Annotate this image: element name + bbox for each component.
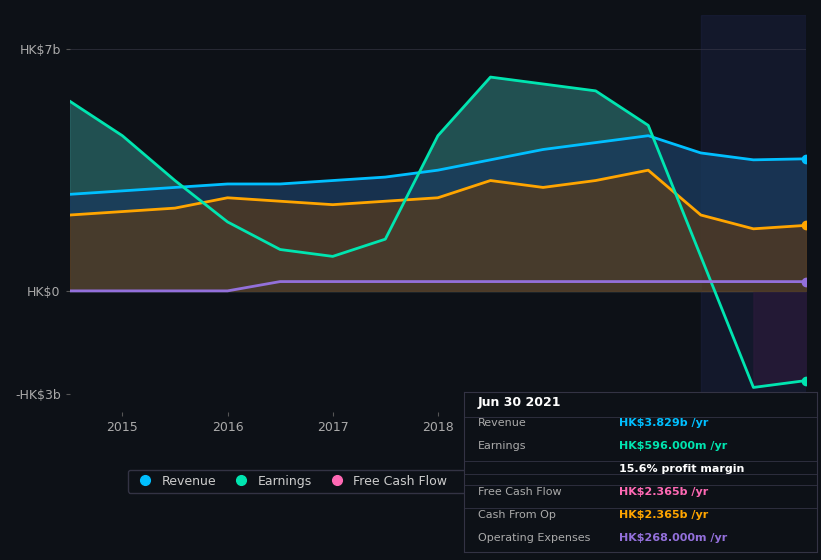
Text: HK$596.000m /yr: HK$596.000m /yr — [619, 441, 727, 451]
Text: Jun 30 2021: Jun 30 2021 — [478, 396, 562, 409]
Text: 15.6% profit margin: 15.6% profit margin — [619, 464, 745, 474]
Text: HK$2.365b /yr: HK$2.365b /yr — [619, 510, 709, 520]
Text: Cash From Op: Cash From Op — [478, 510, 556, 520]
Text: Free Cash Flow: Free Cash Flow — [478, 487, 562, 497]
Text: HK$268.000m /yr: HK$268.000m /yr — [619, 533, 727, 543]
Bar — [701, 15, 806, 412]
Text: Operating Expenses: Operating Expenses — [478, 533, 590, 543]
Text: Revenue: Revenue — [478, 418, 527, 427]
Legend: Revenue, Earnings, Free Cash Flow, Cash From Op, Operating Expenses: Revenue, Earnings, Free Cash Flow, Cash … — [128, 470, 748, 493]
Text: HK$2.365b /yr: HK$2.365b /yr — [619, 487, 709, 497]
Text: HK$3.829b /yr: HK$3.829b /yr — [619, 418, 709, 427]
Text: Earnings: Earnings — [478, 441, 526, 451]
